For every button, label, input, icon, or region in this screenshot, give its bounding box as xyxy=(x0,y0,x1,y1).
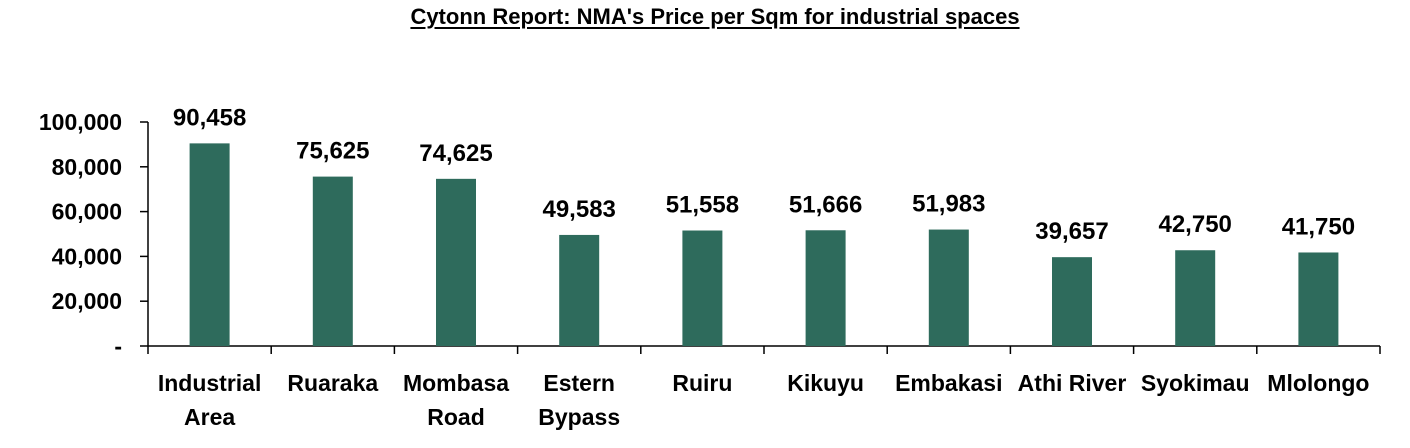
category-label: Kikuyu xyxy=(787,370,864,396)
category-label: Ruaraka xyxy=(287,370,378,396)
y-tick-label: - xyxy=(114,333,122,359)
bar xyxy=(189,143,230,346)
bar xyxy=(559,234,600,346)
category-label: Bypass xyxy=(538,404,620,430)
category-label: Embakasi xyxy=(895,370,1002,396)
category-label: Ruiru xyxy=(672,370,732,396)
bars xyxy=(189,143,1339,346)
bar xyxy=(682,230,723,346)
chart-title: Cytonn Report: NMA's Price per Sqm for i… xyxy=(410,4,1020,29)
data-labels: 90,458 75,625 74,625 49,583 51,558 51,666 51,9… xyxy=(173,104,1355,245)
data-label: 74,625 xyxy=(419,140,492,167)
bar xyxy=(1298,252,1339,346)
data-label: 39,657 xyxy=(1035,218,1108,245)
y-tick-label: 20,000 xyxy=(52,288,122,314)
y-axis: - 20,000 40,000 60,000 80,000 100,000 xyxy=(39,109,149,359)
y-tick-label: 100,000 xyxy=(39,109,122,135)
category-label: Mombasa xyxy=(403,370,509,396)
x-axis xyxy=(147,345,1381,354)
bar xyxy=(1052,257,1092,346)
bar xyxy=(436,178,476,346)
data-label: 41,750 xyxy=(1282,213,1355,240)
category-label: Estern xyxy=(543,370,615,396)
bar xyxy=(1175,250,1216,346)
bar xyxy=(805,230,846,346)
category-label: Road xyxy=(427,404,485,430)
category-label: Mlolongo xyxy=(1267,370,1369,396)
category-label: Industrial xyxy=(158,370,262,396)
data-label: 51,666 xyxy=(789,191,862,218)
y-tick-label: 40,000 xyxy=(52,243,122,269)
bar xyxy=(928,229,969,346)
category-label: Athi River xyxy=(1018,370,1127,396)
data-label: 75,625 xyxy=(296,138,369,165)
data-label: 42,750 xyxy=(1158,211,1231,238)
category-label: Area xyxy=(184,404,235,430)
category-labels: Industrial Area Ruaraka Mombasa Road Estern By… xyxy=(158,370,1370,430)
y-tick-label: 60,000 xyxy=(52,199,122,225)
category-label: Syokimau xyxy=(1141,370,1250,396)
data-label: 49,583 xyxy=(542,196,615,223)
data-label: 51,983 xyxy=(912,191,985,218)
data-label: 51,558 xyxy=(666,192,739,219)
bar xyxy=(312,176,353,346)
y-tick-label: 80,000 xyxy=(52,154,122,180)
data-label: 90,458 xyxy=(173,104,246,131)
